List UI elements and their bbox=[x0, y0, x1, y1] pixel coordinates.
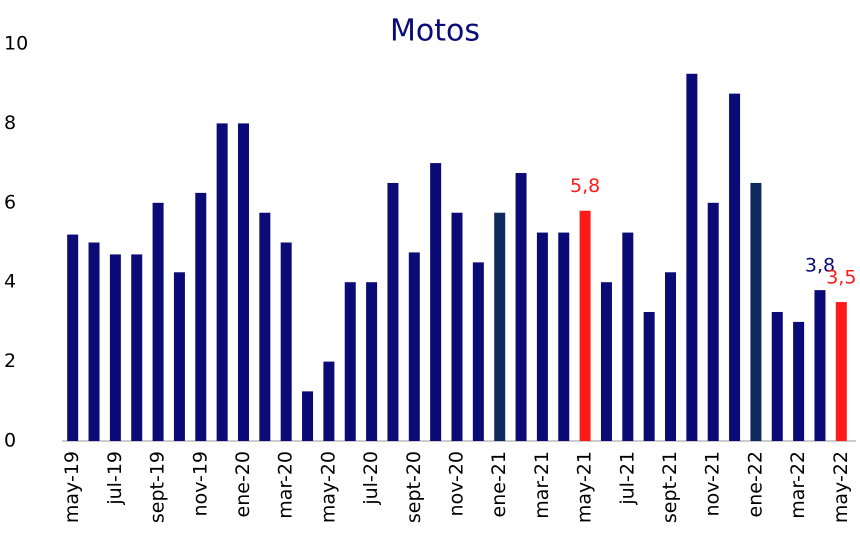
bar bbox=[451, 212, 463, 441]
bar bbox=[259, 212, 271, 441]
x-tick-label: mar-22 bbox=[787, 451, 809, 519]
y-tick-label: 2 bbox=[4, 350, 16, 372]
y-tick-label: 10 bbox=[4, 33, 28, 55]
value-label: 3,8 bbox=[805, 255, 835, 277]
bar bbox=[280, 242, 292, 441]
x-tick-label: sept-20 bbox=[403, 451, 425, 523]
bar bbox=[729, 93, 741, 441]
y-tick-label: 0 bbox=[4, 430, 16, 452]
bar bbox=[430, 163, 442, 441]
bar bbox=[515, 173, 527, 441]
bar bbox=[408, 252, 420, 441]
x-tick-label: ene-21 bbox=[488, 451, 510, 517]
bar bbox=[472, 262, 484, 441]
bar bbox=[323, 361, 335, 441]
x-tick-label: jul-20 bbox=[360, 451, 382, 506]
x-tick-label: sept-19 bbox=[147, 451, 169, 523]
bar bbox=[109, 254, 121, 441]
bar bbox=[366, 282, 378, 441]
bar bbox=[152, 202, 164, 441]
y-tick-label: 6 bbox=[4, 191, 16, 213]
x-tick-label: may-21 bbox=[574, 451, 596, 523]
bar bbox=[494, 212, 506, 441]
bar bbox=[750, 182, 762, 441]
bar bbox=[686, 73, 698, 442]
bar bbox=[793, 321, 805, 441]
x-tick-label: jul-19 bbox=[104, 451, 126, 506]
x-tick-label: nov-21 bbox=[702, 451, 724, 516]
bar bbox=[665, 272, 677, 441]
x-tick-label: may-19 bbox=[61, 451, 83, 523]
bar bbox=[622, 232, 634, 441]
bar bbox=[216, 123, 228, 442]
x-tick-label: may-22 bbox=[830, 451, 852, 523]
x-tick-label: nov-19 bbox=[189, 451, 211, 516]
x-tick-label: ene-20 bbox=[232, 451, 254, 517]
bar bbox=[579, 210, 591, 441]
bar bbox=[707, 202, 719, 441]
bar bbox=[195, 192, 207, 441]
x-tick-label: may-20 bbox=[317, 451, 339, 523]
bar bbox=[814, 290, 826, 441]
bar bbox=[67, 234, 79, 441]
bar bbox=[643, 311, 655, 441]
bar bbox=[536, 232, 548, 441]
bar bbox=[88, 242, 100, 441]
value-label: 5,8 bbox=[570, 175, 600, 197]
bar bbox=[558, 232, 570, 441]
bar bbox=[387, 182, 399, 441]
x-tick-label: ene-22 bbox=[744, 451, 766, 517]
bar bbox=[600, 282, 612, 441]
x-tick-label: mar-21 bbox=[531, 451, 553, 519]
y-tick-label: 4 bbox=[4, 271, 16, 293]
x-tick-label: nov-20 bbox=[446, 451, 468, 516]
x-tick-label: sept-21 bbox=[659, 451, 681, 523]
bar bbox=[835, 302, 847, 441]
bar bbox=[302, 391, 314, 441]
x-tick-label: mar-20 bbox=[275, 451, 297, 519]
bar bbox=[771, 311, 783, 441]
x-tick-label: jul-21 bbox=[616, 451, 638, 506]
chart-title: Motos bbox=[390, 14, 480, 49]
bar bbox=[173, 272, 185, 441]
bar bbox=[344, 282, 356, 441]
bar bbox=[237, 123, 249, 442]
y-tick-label: 8 bbox=[4, 112, 16, 134]
bar bbox=[131, 254, 143, 441]
value-label: 3,5 bbox=[826, 267, 856, 289]
